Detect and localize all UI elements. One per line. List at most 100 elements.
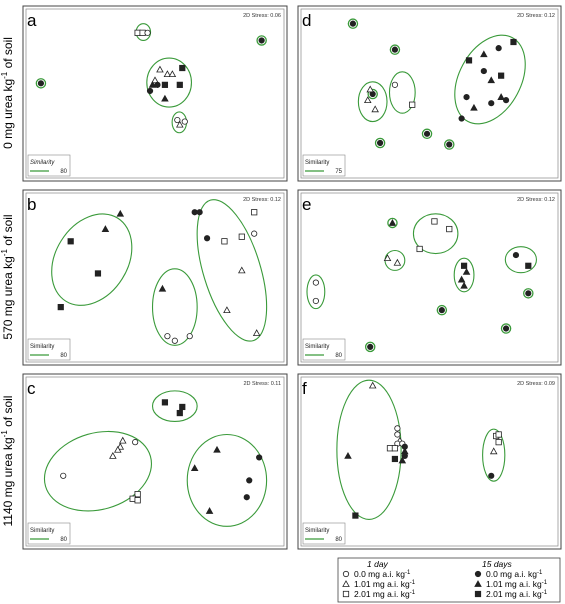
square-point (134, 491, 141, 498)
svg-text:2.01 mg a.i. kg-1: 2.01 mg a.i. kg-1 (486, 589, 548, 599)
square-point (474, 590, 482, 598)
point-ring (444, 139, 455, 150)
triangle-point (176, 120, 184, 128)
panels: a 2D Stress: 0.06 Similarity 80 b 2D Stress: … (22, 5, 562, 550)
triangle-point (388, 219, 397, 226)
similarity-value: 80 (335, 537, 342, 543)
circle-point (446, 141, 453, 148)
triangle-point (371, 105, 379, 113)
panel-letter: a (27, 11, 37, 30)
triangle-point (163, 70, 172, 78)
triangle-point (366, 85, 375, 93)
point-ring (436, 304, 448, 316)
square-point (251, 209, 258, 216)
circle-point (512, 251, 520, 259)
square-point (416, 245, 423, 253)
legend-item-filled-circle: 0.0 mg a.i. kg-1 (474, 569, 543, 579)
square-point (446, 225, 453, 233)
panel-inner-frame (25, 8, 285, 179)
triangle-point (487, 76, 496, 84)
square-point (495, 431, 502, 438)
similarity-label: Similarity (30, 160, 55, 166)
triangle-point (101, 225, 110, 232)
triangle-point (489, 447, 498, 455)
similarity-legend: Similarity 80 (27, 522, 71, 545)
circle-point (243, 494, 250, 501)
circle-point (132, 439, 139, 446)
similarity-label: Similarity (305, 160, 329, 166)
circle-point (246, 477, 253, 484)
legend-item-open-circle: 0.0 mg a.i. kg-1 (342, 569, 411, 579)
triangle-point (474, 580, 482, 587)
similarity-value: 80 (335, 353, 342, 359)
legend-item-filled-triangle: 1.01 mg a.i. kg-1 (474, 579, 548, 589)
circle-point (458, 115, 465, 122)
circle-point (488, 100, 495, 107)
similarity-label: Similarity (30, 528, 54, 534)
similarity-label: Similarity (305, 344, 329, 350)
triangle-point (368, 381, 377, 389)
circle-point (251, 230, 258, 237)
triangle-point (344, 451, 352, 459)
similarity-value: 75 (335, 169, 342, 175)
triangle-point (462, 267, 471, 275)
point-ring (367, 88, 378, 100)
similarity-ellipse (146, 57, 193, 108)
similarity-ellipse (482, 428, 506, 482)
triangle-point (161, 94, 169, 102)
circle-point (342, 570, 350, 578)
legend-title-15-days: 15 days (482, 559, 513, 569)
similarity-legend: Similarity 80 (27, 338, 71, 361)
panel-d: d 2D Stress: 0.12 Similarity 75 (297, 5, 562, 182)
circle-point (164, 333, 171, 340)
circle-point (495, 45, 502, 52)
similarity-value: 80 (60, 537, 67, 543)
panel-b: b 2D Stress: 0.12 Similarity 80 (22, 189, 288, 366)
square-point (498, 72, 505, 79)
panel-frame (22, 189, 288, 366)
similarity-ellipse (51, 213, 133, 306)
square-point (525, 262, 532, 269)
similarity-legend: Similarity 80 (302, 338, 346, 361)
square-point (431, 218, 438, 225)
panel-letter: d (302, 11, 311, 30)
circle-point (312, 279, 319, 286)
panel-letter: b (27, 195, 36, 214)
panel-frame (22, 373, 288, 550)
circle-point (258, 37, 265, 44)
circle-point (376, 139, 384, 147)
legend-item-open-square: 2.01 mg a.i. kg-1 (342, 589, 416, 599)
panel-frame (297, 189, 562, 366)
square-point (176, 81, 183, 88)
square-point (221, 238, 228, 245)
panel-f: f 2D Stress: 0.09 Similarity 80 (297, 373, 562, 550)
triangle-point (398, 456, 407, 464)
circle-point (174, 116, 181, 124)
circle-point (154, 81, 161, 88)
triangle-point (252, 329, 261, 336)
svg-text:1.01 mg a.i. kg-1: 1.01 mg a.i. kg-1 (354, 579, 416, 589)
circle-point (394, 425, 401, 432)
triangle-point (238, 266, 246, 274)
point-ring (387, 217, 398, 229)
panel-inner-frame (25, 192, 285, 363)
triangle-point (109, 451, 117, 459)
circle-point (391, 81, 399, 88)
stress-value: 2D Stress: 0.12 (517, 13, 555, 19)
similarity-ellipse (453, 257, 475, 293)
triangle-point (116, 209, 125, 217)
circle-point (438, 307, 445, 314)
triangle-point (151, 76, 159, 84)
similarity-ellipse (388, 71, 416, 114)
circle-point (401, 452, 408, 460)
similarity-legend: Similarity 75 (302, 154, 346, 177)
point-ring (374, 137, 386, 149)
square-point (391, 455, 399, 463)
panel-letter: c (27, 379, 36, 398)
circle-point (391, 46, 399, 53)
circle-point (186, 333, 193, 340)
similarity-ellipse (151, 268, 198, 346)
stress-value: 2D Stress: 0.06 (243, 13, 281, 19)
point-ring (256, 35, 267, 46)
